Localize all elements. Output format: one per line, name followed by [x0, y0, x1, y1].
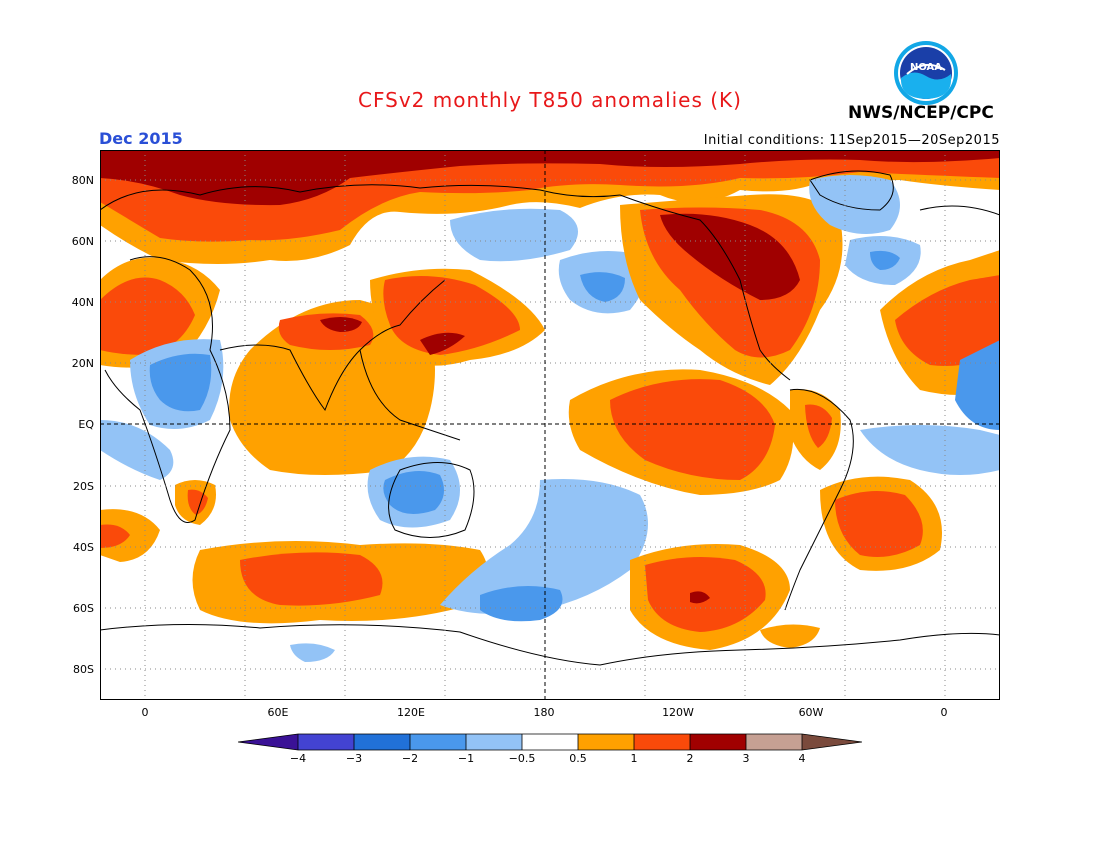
lat-label: EQ	[78, 418, 94, 431]
colorbar-segment	[634, 734, 690, 750]
lat-label: 60S	[73, 602, 94, 615]
lat-label: 60N	[71, 235, 94, 248]
lon-label: 120W	[662, 706, 694, 719]
anomaly-shading	[100, 150, 1000, 662]
map-frame	[100, 150, 1000, 700]
colorbar	[238, 733, 862, 751]
colorbar-segment	[238, 734, 298, 750]
lon-label: 0	[141, 706, 149, 719]
chart-title: CFSv2 monthly T850 anomalies (K)	[358, 88, 742, 112]
lat-label: 20N	[71, 357, 94, 370]
lon-label: 60W	[798, 706, 824, 719]
colorbar-segment	[746, 734, 802, 750]
colorbar-label: 4	[798, 752, 806, 765]
colorbar-segment	[578, 734, 634, 750]
lat-label: 80S	[73, 663, 94, 676]
colorbar-segment	[410, 734, 466, 750]
colorbar-segment	[466, 734, 522, 750]
colorbar-label: 2	[686, 752, 694, 765]
grid-lines	[100, 150, 1000, 700]
lon-label: 60E	[267, 706, 289, 719]
colorbar-segment	[354, 734, 410, 750]
lon-label: 120E	[397, 706, 425, 719]
colorbar-label: −2	[401, 752, 419, 765]
lat-label: 20S	[73, 480, 94, 493]
colorbar-label: −4	[289, 752, 307, 765]
lat-label: 40S	[73, 541, 94, 554]
colorbar-segment	[690, 734, 746, 750]
anomaly-map	[100, 150, 1000, 700]
lat-label: 80N	[71, 174, 94, 187]
noaa-logo-icon: NOAA	[894, 41, 958, 105]
lon-label: 180	[533, 706, 555, 719]
colorbar-label: −0.5	[508, 752, 536, 765]
initial-conditions: Initial conditions: 11Sep2015—20Sep2015	[703, 133, 1000, 148]
colorbar-label: 0.5	[569, 752, 587, 765]
agency-label: NWS/NCEP/CPC	[848, 103, 994, 123]
colorbar-segment	[298, 734, 354, 750]
forecast-month: Dec 2015	[99, 129, 183, 148]
lat-label: 40N	[71, 296, 94, 309]
colorbar-segment	[522, 734, 578, 750]
reference-lines	[100, 150, 1000, 700]
colorbar-label: −1	[457, 752, 475, 765]
colorbar-label: 1	[630, 752, 638, 765]
colorbar-label: 3	[742, 752, 750, 765]
colorbar-label: −3	[345, 752, 363, 765]
lon-label: 0	[940, 706, 948, 719]
coastlines	[100, 170, 1000, 666]
logo-text: NOAA	[910, 62, 942, 73]
colorbar-segment	[802, 734, 862, 750]
